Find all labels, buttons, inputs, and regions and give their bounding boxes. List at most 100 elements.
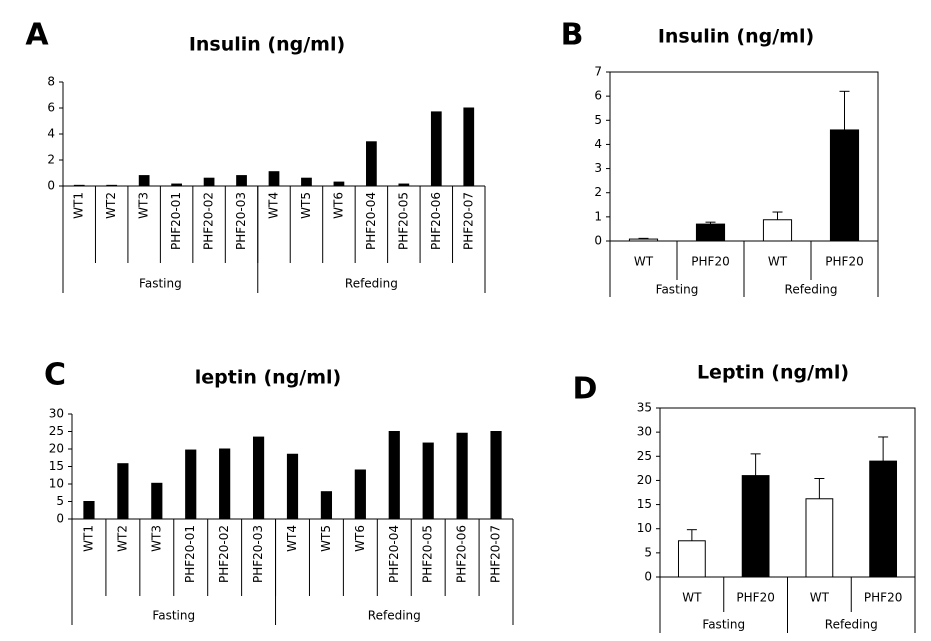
y-tick-label: 0 — [644, 570, 652, 584]
bar — [151, 482, 163, 520]
chart-title: Insulin (ng/ml) — [658, 26, 814, 48]
bar — [741, 475, 770, 578]
bar — [388, 431, 400, 520]
bar — [320, 491, 333, 520]
y-tick-label: 5 — [56, 494, 64, 508]
x-tick-label: PHF20-07 — [489, 525, 503, 583]
bar — [185, 449, 197, 520]
group-label: Fasting — [702, 618, 745, 632]
bar — [268, 171, 280, 187]
bar — [695, 223, 726, 242]
x-tick-label: PHF20-05 — [421, 525, 435, 583]
x-tick-label: PHF20-01 — [183, 525, 197, 583]
bar — [398, 183, 410, 187]
x-tick-label: WT5 — [299, 192, 313, 219]
x-tick-label: PHF20-04 — [387, 525, 401, 583]
bar — [333, 181, 345, 187]
x-tick-label: PHF20 — [864, 591, 902, 605]
x-tick-label: WT — [634, 255, 654, 269]
bar — [236, 175, 247, 187]
bar — [138, 175, 150, 187]
bar — [463, 107, 475, 187]
x-tick-label: PHF20-01 — [169, 192, 183, 250]
y-tick-label: 25 — [49, 424, 64, 438]
x-tick-label: PHF20-02 — [217, 525, 231, 583]
bar — [252, 436, 265, 520]
bar — [430, 111, 442, 187]
y-tick-label: 1 — [594, 209, 602, 223]
bar — [456, 432, 468, 520]
x-tick-label: WT4 — [285, 525, 299, 552]
bar — [805, 498, 834, 578]
y-tick-label: 30 — [637, 425, 652, 439]
y-tick-label: 5 — [644, 545, 652, 559]
x-tick-label: WT — [682, 591, 702, 605]
panel-letter: D — [573, 372, 598, 407]
y-tick-label: 20 — [637, 473, 652, 487]
chart-title: Insulin (ng/ml) — [189, 34, 345, 56]
group-label: Fasting — [656, 283, 699, 297]
bar — [490, 431, 502, 520]
panel: D Leptin (ng/ml) 0 5 10 15 20 25 30 35 WT PHF20 WT PH… — [573, 362, 916, 633]
bar — [677, 540, 706, 578]
x-tick-label: PHF20 — [691, 255, 729, 269]
y-tick-label: 25 — [637, 449, 652, 463]
x-tick-label: WT2 — [115, 525, 129, 552]
bar — [286, 453, 299, 520]
y-tick-label: 15 — [637, 497, 652, 511]
x-tick-label: WT — [810, 591, 830, 605]
chart-title: Leptin (ng/ml) — [697, 362, 849, 384]
y-tick-label: 5 — [594, 113, 602, 127]
x-tick-label: PHF20 — [736, 591, 774, 605]
bar — [422, 442, 434, 520]
bar — [219, 448, 231, 520]
x-tick-label: PHF20 — [825, 255, 863, 269]
x-tick-label: WT3 — [137, 192, 151, 219]
bar — [354, 469, 366, 520]
bar — [628, 238, 659, 242]
x-tick-label: PHF20-06 — [429, 192, 443, 250]
x-tick-label: WT5 — [319, 525, 333, 552]
y-tick-label: 10 — [637, 521, 652, 535]
x-tick-label: WT1 — [72, 192, 86, 219]
group-label: Fasting — [139, 277, 182, 291]
x-tick-label: PHF20-03 — [234, 192, 248, 250]
bar — [106, 184, 118, 187]
y-tick-label: 8 — [47, 75, 55, 89]
bar — [83, 501, 95, 520]
x-tick-label: PHF20-03 — [251, 525, 265, 583]
panel: B Insulin (ng/ml) 0 1 2 3 4 5 6 7 WT PHF20 WT PHF20 Fa… — [561, 18, 879, 297]
y-tick-label: 2 — [594, 185, 602, 199]
y-tick-label: 35 — [637, 401, 652, 415]
x-tick-label: WT3 — [149, 525, 163, 552]
bar — [73, 184, 85, 187]
bar — [301, 177, 312, 187]
group-label: Refeding — [368, 609, 421, 623]
x-tick-label: WT — [768, 255, 788, 269]
panel-letter: B — [561, 18, 584, 53]
y-tick-label: 6 — [47, 101, 55, 115]
bar — [203, 177, 215, 187]
chart-title: leptin (ng/ml) — [195, 367, 341, 389]
bar — [829, 129, 860, 242]
panel-letter: A — [25, 18, 49, 53]
y-tick-label: 30 — [49, 407, 64, 421]
x-tick-label: PHF20-07 — [461, 192, 475, 250]
y-tick-label: 0 — [594, 234, 602, 248]
group-label: Fasting — [152, 609, 195, 623]
y-tick-label: 10 — [49, 477, 64, 491]
group-label: Refeding — [345, 277, 398, 291]
y-tick-label: 7 — [594, 65, 602, 79]
y-tick-label: 0 — [47, 179, 55, 193]
y-tick-label: 0 — [56, 512, 64, 526]
bar — [366, 141, 377, 187]
x-tick-label: PHF20-05 — [396, 192, 410, 250]
y-tick-label: 4 — [594, 137, 602, 151]
x-tick-label: WT2 — [104, 192, 118, 219]
bar — [117, 463, 129, 520]
group-label: Refeding — [785, 283, 838, 297]
group-label: Refeding — [825, 618, 878, 632]
y-tick-label: 15 — [49, 459, 64, 473]
